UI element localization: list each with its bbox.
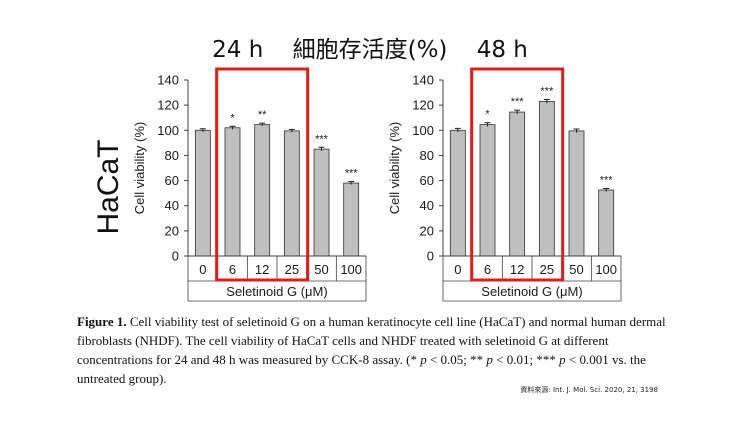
caption-text-1: Cell viability test of seletinoid G on a… <box>77 314 666 367</box>
significance-label: *** <box>511 96 525 108</box>
y-tick-label: 40 <box>165 198 179 213</box>
y-tick-label: 120 <box>412 98 434 113</box>
source-citation: 資料來源: Int. J. Mol. Sci. 2020, 21, 3198 <box>520 386 658 394</box>
bar <box>343 182 360 257</box>
caption-p-1: p <box>420 352 427 367</box>
bar <box>194 129 211 257</box>
y-tick-label: 100 <box>412 123 434 138</box>
significance-label: *** <box>540 85 554 97</box>
category-label: 6 <box>484 262 491 277</box>
category-label: 50 <box>314 262 328 277</box>
bar <box>254 124 271 257</box>
significance-label: *** <box>345 168 359 180</box>
chart-48h: 0 20 40 60 80 100 120 140 Cell viability (%) 0 * 6 *… <box>387 67 622 302</box>
significance-label: ** <box>258 109 267 121</box>
y-tick-label: 80 <box>165 148 179 163</box>
category-label: 12 <box>255 262 269 277</box>
category-label: 0 <box>454 262 461 277</box>
y-axis-title: Cell viability (%) <box>387 122 402 214</box>
bar <box>538 100 555 257</box>
category-label: 0 <box>199 262 206 277</box>
header-cell-viability-zh: 細胞存活度(%) <box>292 37 448 63</box>
y-tick-label: 80 <box>420 148 434 163</box>
significance-label: * <box>230 112 235 124</box>
header-24h: 24 h <box>212 37 264 63</box>
bar <box>509 111 526 257</box>
highlight-box <box>215 67 310 282</box>
header-title: 24 h 細胞存活度(%) 48 h <box>0 30 740 64</box>
y-tick-label: 20 <box>165 223 179 238</box>
significance-label: * <box>485 109 490 121</box>
category-label: 25 <box>540 262 554 277</box>
header-48h: 48 h <box>476 37 528 63</box>
significance-label: *** <box>315 133 329 145</box>
caption-text-4: < 0.001 vs. the untreated group). <box>77 352 646 386</box>
bar <box>313 148 330 257</box>
y-axis-title: Cell viability (%) <box>132 122 147 214</box>
category-label: 50 <box>569 262 583 277</box>
caption-p-3: p <box>559 352 566 367</box>
bar <box>479 124 496 257</box>
figure-caption: Figure 1. Cell viability test of seletin… <box>77 312 667 388</box>
category-label: 100 <box>340 262 362 277</box>
caption-text-3: < 0.01; *** <box>492 352 560 367</box>
caption-text-2: < 0.05; ** <box>426 352 487 367</box>
y-tick-label: 0 <box>427 249 434 264</box>
row-label-hacat: HaCaT <box>92 139 125 235</box>
y-tick-label: 20 <box>420 223 434 238</box>
bar <box>224 127 241 257</box>
chart-24h: 0 20 40 60 80 100 120 140 Cell viability (%) 0 * 6 *… <box>132 67 367 302</box>
significance-label: *** <box>600 174 614 186</box>
bar <box>283 130 300 257</box>
category-label: 6 <box>229 262 236 277</box>
bar <box>449 129 466 257</box>
y-tick-label: 40 <box>420 198 434 213</box>
x-axis-title: Seletinoid G (μM) <box>481 284 582 299</box>
y-tick-label: 60 <box>420 173 434 188</box>
category-label: 100 <box>595 262 617 277</box>
y-tick-label: 140 <box>412 73 434 88</box>
y-tick-label: 0 <box>172 249 179 264</box>
y-tick-label: 140 <box>157 73 179 88</box>
y-tick-label: 120 <box>157 98 179 113</box>
highlight-box <box>470 67 565 282</box>
caption-label: Figure 1. <box>77 314 127 329</box>
category-label: 25 <box>285 262 299 277</box>
y-tick-label: 100 <box>157 123 179 138</box>
y-tick-label: 60 <box>165 173 179 188</box>
category-label: 12 <box>510 262 524 277</box>
caption-p-2: p <box>486 352 493 367</box>
x-axis-title: Seletinoid G (μM) <box>226 284 327 299</box>
bar <box>598 189 615 257</box>
bar <box>568 130 585 257</box>
